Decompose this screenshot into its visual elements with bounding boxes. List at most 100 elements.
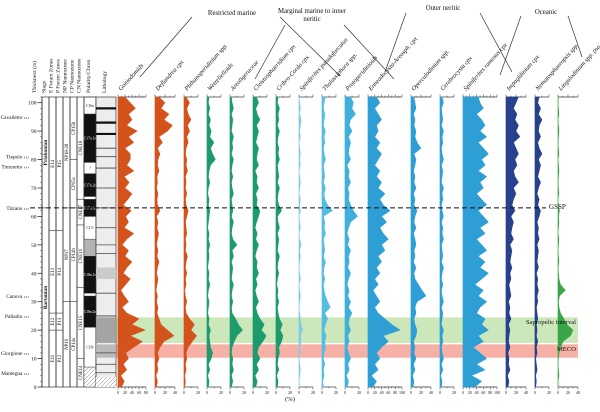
e-foram-zone-label: E13 [51, 267, 56, 275]
chron-label: C17n.1n [84, 137, 97, 141]
thickness-tick-label: 30 [31, 300, 37, 306]
marker-bed-label-tiziano: Tiziano ››› [6, 206, 29, 212]
p-foram-zone-label: P15 [58, 159, 63, 167]
chron-block [83, 238, 97, 257]
percent-tick-label: 20 [163, 390, 167, 395]
thickness-tick-label: 100 [28, 101, 37, 107]
percent-tick-label: 20 [334, 390, 338, 395]
stage-zone-label: Bartonian [43, 286, 49, 309]
curve-thalassiphora-spp [321, 96, 333, 388]
percent-tick-label: 20 [311, 390, 315, 395]
percent-tick-label: 40 [130, 390, 134, 395]
meco-label: MECO [556, 346, 576, 353]
chron-label: C18n.2n [84, 310, 97, 314]
cn-nanno-zone-label: CNE15 [79, 315, 84, 330]
curve-lingulodinium-spp-no-specific-eco-group [557, 96, 574, 388]
percent-tick-label: 60 [386, 390, 390, 395]
percent-tick-label: 20 [196, 390, 200, 395]
percent-tick-label: 80 [393, 390, 397, 395]
thickness-tick-label: 20 [31, 328, 37, 334]
column-header-thickness-m: Thickness (m) [31, 61, 38, 93]
percent-tick-label: 0 [344, 390, 346, 395]
marker-bed-label-mantegna: Mantegna ››› [1, 371, 29, 377]
e-foram-zone-label: E14 [51, 159, 56, 167]
percent-tick-label: 0 [206, 390, 208, 395]
percent-tick-label: 20 [373, 390, 377, 395]
curve-cerebrocysta-cpx [439, 96, 444, 388]
cn-nanno-zone-label: CNE14 [79, 365, 84, 380]
np-nanno-zone-label: NP16 [65, 338, 70, 350]
percent-tick-label: 0 [439, 390, 441, 395]
curve-areoligeraceae [229, 96, 243, 388]
percent-tick-label: 0 [117, 390, 119, 395]
cp-nanno-zone-label: CP14b [72, 248, 77, 262]
curve-protoperidinioids [344, 96, 358, 388]
column-header-polarity-chron: Polarity/Chron [86, 60, 92, 93]
e-foram-zone-label: E11 [51, 354, 56, 362]
curve-spiniferites-pseudofurcatus [298, 96, 303, 388]
percent-tick-label: 20 [514, 390, 518, 395]
percent-tick-label: 20 [452, 390, 456, 395]
column-header-lithology: Lithology [102, 71, 108, 93]
percent-tick-label: 100 [399, 390, 405, 395]
percent-tick-label: 20 [419, 390, 423, 395]
percent-tick-label: 0 [154, 390, 156, 395]
sapropelic-interval-band [96, 317, 578, 343]
chron-label: C18n.1n [84, 273, 97, 277]
eco-group-header-restricted-marine: Restricted marine [207, 10, 257, 17]
meco-band [96, 344, 578, 358]
taxon-label-nematosphaeropsis-spp: Nematosphaeropsis spp. [534, 42, 581, 93]
percent-tick-label: 80 [488, 390, 492, 395]
lithology-column [95, 96, 117, 388]
column-header-np-nannozone: NP Nannozone [63, 59, 69, 93]
percent-tick-label: 20 [357, 390, 361, 395]
percent-tick-label: 0 [410, 390, 412, 395]
eco-group-leader-line [384, 12, 407, 73]
eco-group-leader-line [254, 24, 286, 80]
curve-enneadocysta-areosph-cpx [367, 96, 401, 388]
thickness-tick-label: 70 [31, 186, 37, 192]
eco-group-header-outer-neritic: Outer neritic [425, 5, 461, 12]
percent-tick-label: 40 [576, 390, 580, 395]
percent-tick-label: 60 [137, 390, 141, 395]
thickness-tick-label: 0 [34, 385, 37, 391]
chron-label: C16n [86, 104, 94, 108]
cn-nanno-zone-label: CNE17 [79, 204, 84, 219]
percent-tick-label: 0 [367, 390, 369, 395]
curve-cleistosphaeridium-cpx [252, 96, 267, 388]
marker-bed-label-giorgione: Giorgione ››› [1, 351, 29, 357]
curve-phthanoperidinium-spp [183, 96, 197, 388]
column-header-stage: Stage [42, 80, 48, 93]
curve-deflandrea-cpx [154, 96, 175, 388]
lithology-gray-band [96, 344, 116, 358]
e-foram-column [48, 96, 57, 388]
curve-operculodinium-spp [410, 96, 427, 388]
percent-tick-label: 0 [462, 390, 464, 395]
percent-tick-label: 40 [173, 390, 177, 395]
marker-bed-label-cavalletto: Cavalletto ››› [1, 115, 30, 121]
column-header-cn-nannozone: CN Nannozone [77, 58, 83, 93]
cn-nanno-zone-label: CNE18 [79, 140, 84, 155]
percent-tick-label: 0 [505, 390, 507, 395]
column-header-p-foram-zones: P Foram Zones [56, 59, 62, 93]
eco-group-leader-line [343, 24, 395, 80]
thickness-tick-label: 90 [31, 129, 37, 135]
chron-label: C17n.2n [84, 184, 97, 188]
cp-nanno-zone-label: CP15b [72, 121, 77, 135]
taxon-label-phthanoperidinium-spp: Phthanoperidinium spp. [183, 42, 230, 93]
marker-bed-label-tiepolo: Tiepolo ››› [6, 155, 29, 161]
marker-bed-label-canova: Canova ››› [6, 294, 29, 300]
np-nanno-zone-label: NP18-20 [65, 143, 70, 161]
p-foram-zone-label: P12 [58, 354, 63, 362]
lithology-gray-band [96, 267, 116, 279]
percent-tick-label: 40 [429, 390, 433, 395]
p-foram-zone-label: P13 [58, 317, 63, 325]
eco-group-leader-line [479, 12, 513, 73]
eco-group-leader-line [567, 15, 583, 58]
thickness-tick-label: 10 [31, 357, 37, 363]
percent-tick-label: 20 [468, 390, 472, 395]
taxon-label-cleistosphaeridium-cpx: Cleistosphaeridium cpx [252, 43, 297, 92]
thickness-tick-label: 40 [31, 271, 37, 277]
